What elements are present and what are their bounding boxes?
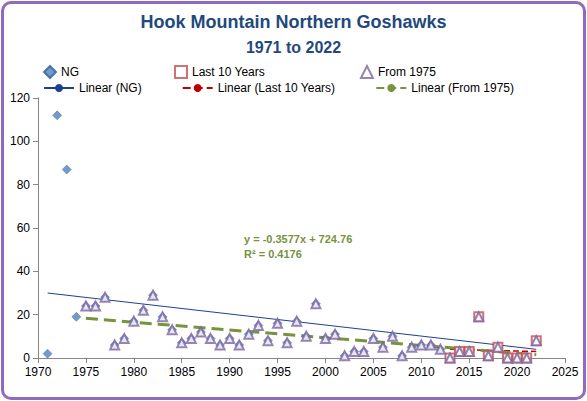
svg-text:2010: 2010 (408, 365, 435, 379)
svg-text:20: 20 (17, 308, 31, 322)
svg-text:Linear (Last 10 Years): Linear (Last 10 Years) (218, 81, 335, 95)
svg-text:1985: 1985 (168, 365, 195, 379)
svg-text:1990: 1990 (216, 365, 243, 379)
svg-text:120: 120 (10, 91, 30, 105)
svg-text:1971 to 2022: 1971 to 2022 (246, 39, 341, 56)
svg-text:2000: 2000 (312, 365, 339, 379)
svg-text:From 1975: From 1975 (378, 65, 436, 79)
svg-text:80: 80 (17, 178, 31, 192)
svg-text:NG: NG (61, 65, 79, 79)
svg-text:1975: 1975 (73, 365, 100, 379)
svg-text:1970: 1970 (25, 365, 52, 379)
svg-text:y = -0.3577x + 724.76: y = -0.3577x + 724.76 (244, 233, 352, 245)
svg-text:2020: 2020 (504, 365, 531, 379)
svg-text:R² = 0.4176: R² = 0.4176 (244, 248, 302, 260)
svg-text:2025: 2025 (552, 365, 579, 379)
svg-text:2015: 2015 (456, 365, 483, 379)
svg-text:Linear (From 1975): Linear (From 1975) (411, 81, 514, 95)
svg-text:0: 0 (23, 351, 30, 365)
svg-text:1995: 1995 (264, 365, 291, 379)
svg-text:Linear (NG): Linear (NG) (79, 81, 142, 95)
svg-text:2005: 2005 (360, 365, 387, 379)
svg-text:Last 10 Years: Last 10 Years (192, 65, 265, 79)
svg-text:40: 40 (17, 264, 31, 278)
svg-text:100: 100 (10, 134, 30, 148)
svg-text:60: 60 (17, 221, 31, 235)
svg-text:Hook Mountain Northern Goshawk: Hook Mountain Northern Goshawks (140, 12, 446, 32)
svg-text:1980: 1980 (120, 365, 147, 379)
